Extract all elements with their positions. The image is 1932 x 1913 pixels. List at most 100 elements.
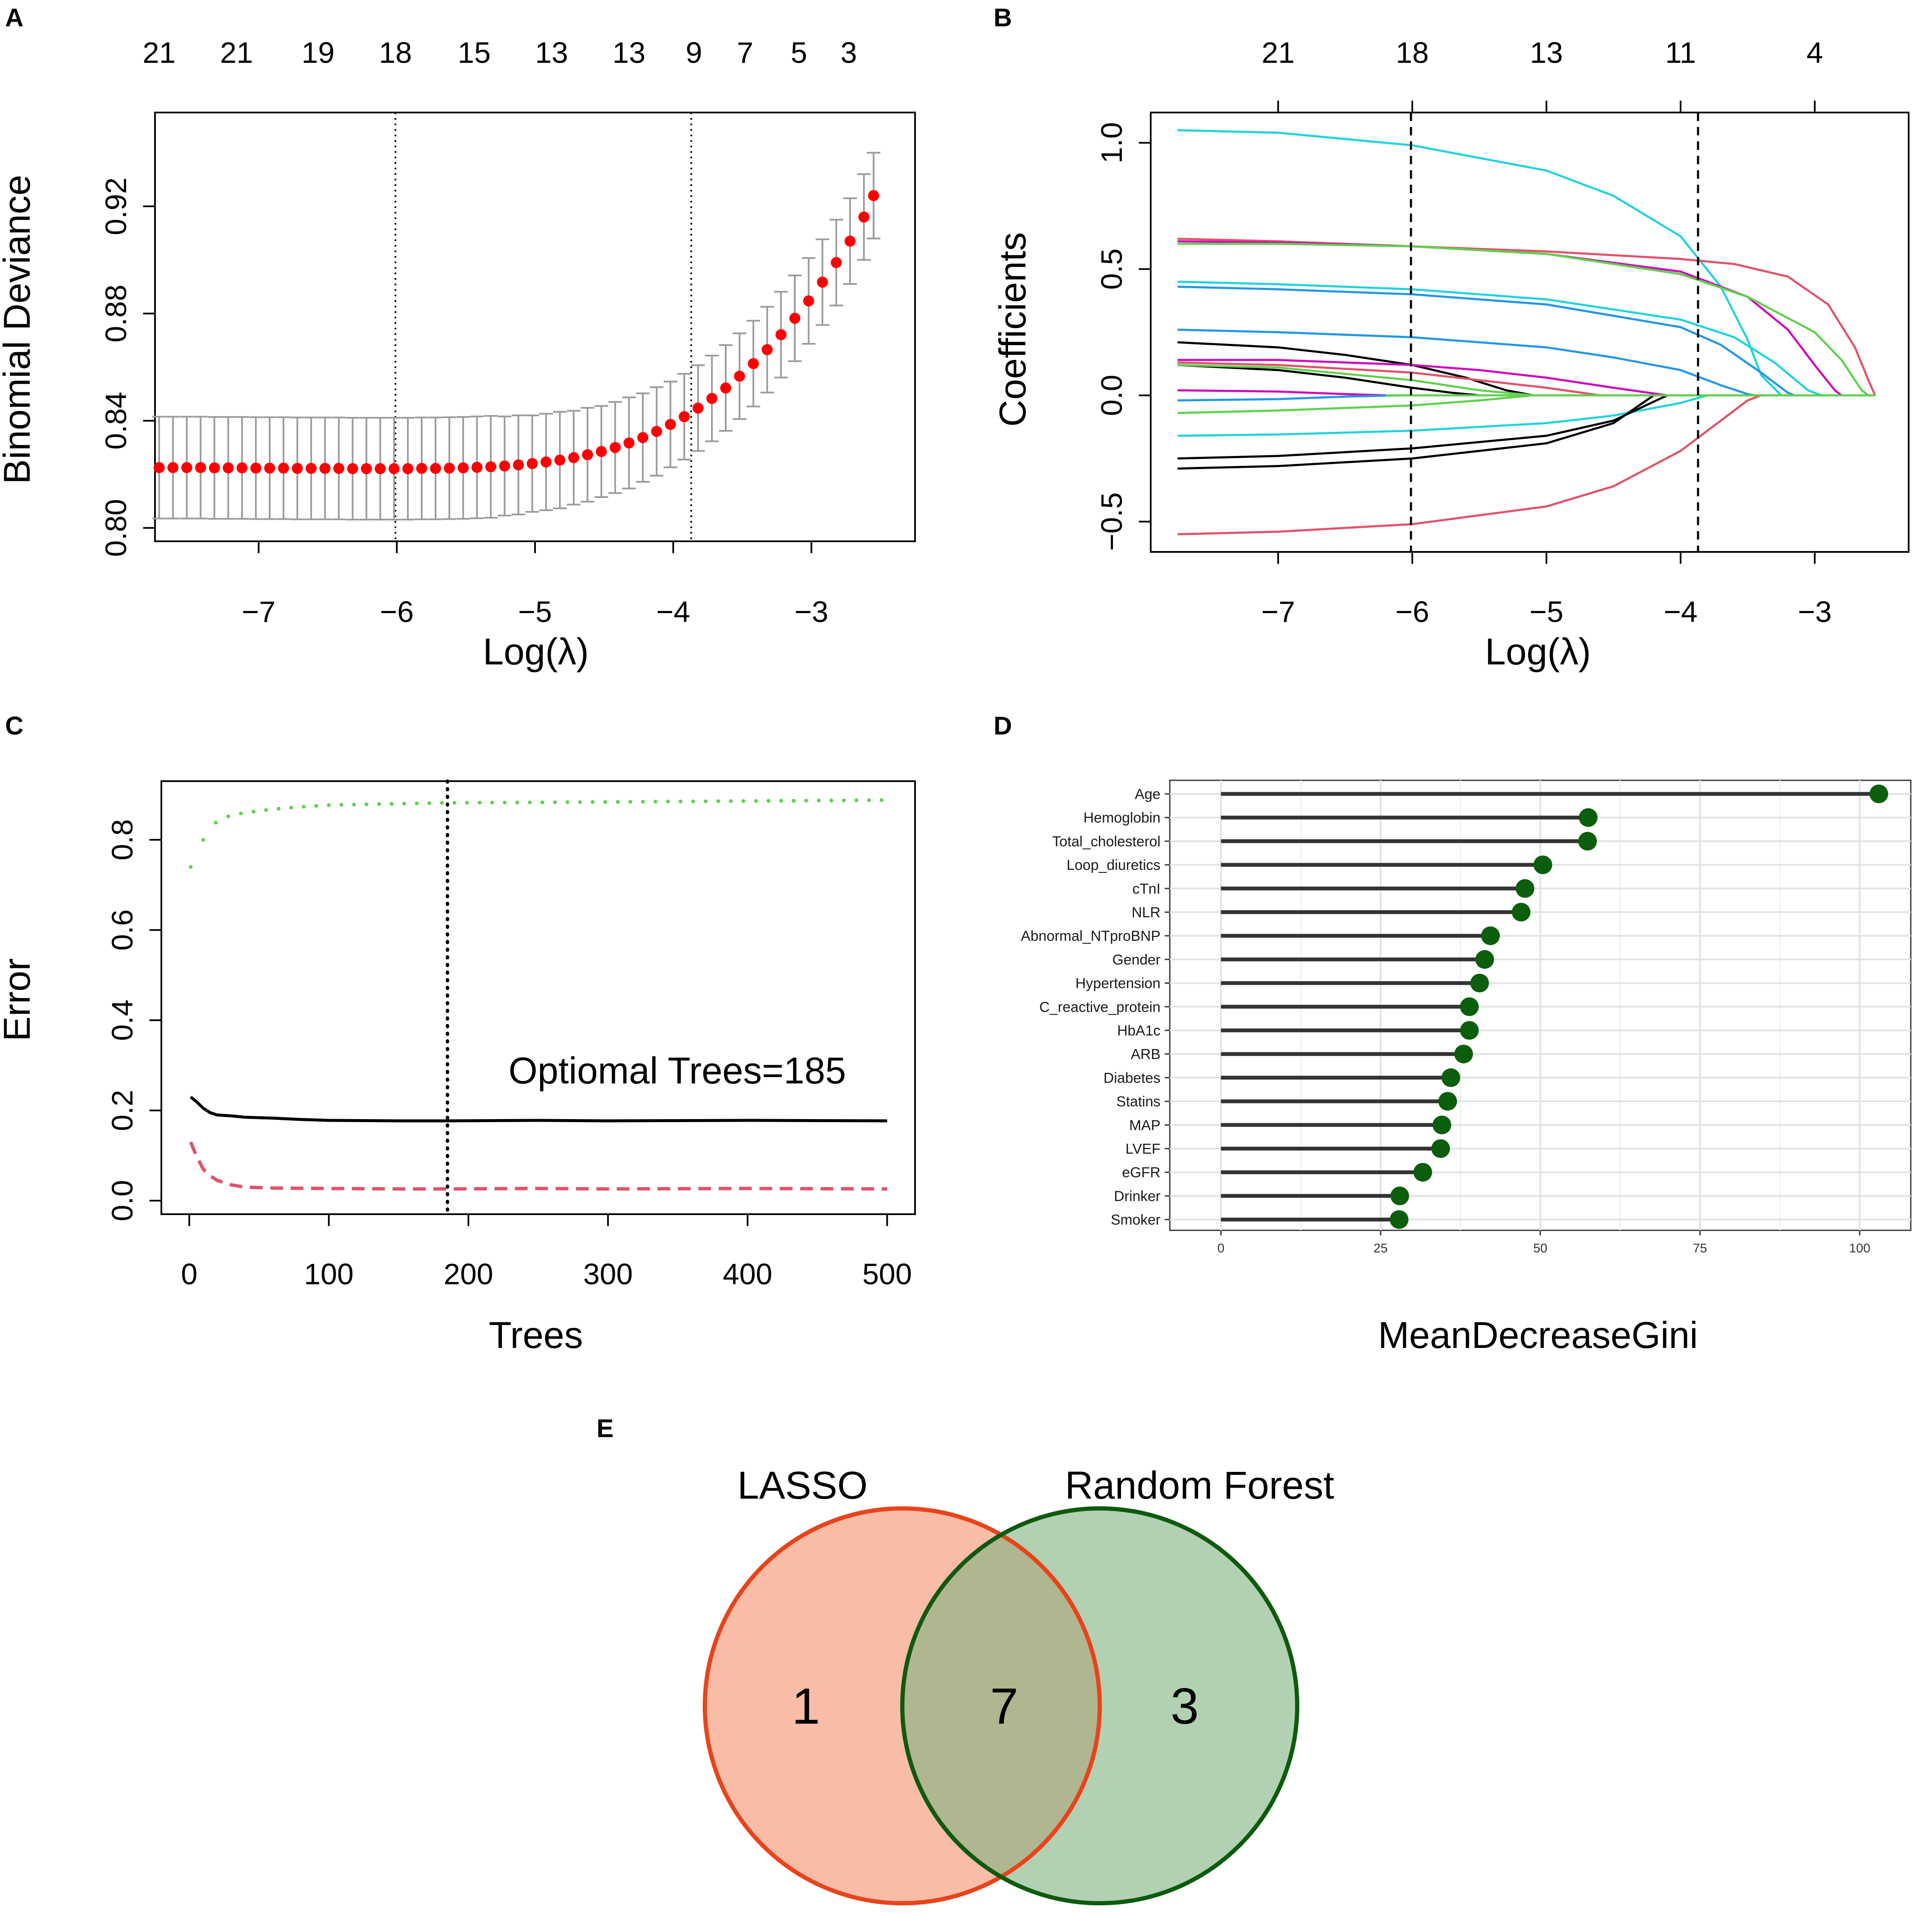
panel-a-x-tick-label: −4 bbox=[656, 595, 690, 628]
panel-d-importance-point bbox=[1512, 903, 1531, 922]
panel-c-error-vs-trees: Trees Error Optiomal Trees=185 0 100 200 30… bbox=[0, 779, 916, 1356]
venn-count-lasso-only: 1 bbox=[792, 1678, 820, 1735]
panel-a-deviance-point bbox=[181, 462, 192, 473]
panel-a-x-tick-label: −5 bbox=[518, 595, 552, 628]
panel-c-error-dot-class-1 bbox=[389, 802, 394, 806]
panel-a-top-count-label: 15 bbox=[458, 36, 491, 69]
panel-b-coefficient-path bbox=[1177, 359, 1667, 397]
venn-label-lasso: LASSO bbox=[738, 1464, 868, 1507]
panel-a-deviance-point bbox=[222, 462, 234, 474]
panel-b-coefficient-path bbox=[1177, 389, 1386, 397]
panel-a-deviance-point bbox=[347, 463, 358, 474]
panel-c-error-dot-class-1 bbox=[591, 800, 595, 804]
panel-a-deviance-point bbox=[803, 295, 814, 307]
panel-d-variable-label: Diabetes bbox=[1104, 1070, 1160, 1086]
panel-a-deviance-point bbox=[402, 463, 414, 474]
panel-c-y-tick-label: 0.6 bbox=[106, 909, 139, 951]
panel-a-deviance-point bbox=[541, 456, 552, 468]
panel-c-error-dot-class-1 bbox=[314, 804, 318, 808]
panel-d-variable-label: ARB bbox=[1131, 1047, 1160, 1063]
panel-d-variable-label: MAP bbox=[1129, 1117, 1160, 1134]
panel-a-top-count-label: 7 bbox=[737, 36, 753, 69]
panel-b-coefficient-path bbox=[1177, 129, 1782, 396]
panel-a-deviance-point bbox=[305, 463, 317, 474]
panel-c-error-dot-class-1 bbox=[741, 799, 746, 803]
panel-c-error-dot-class-1 bbox=[666, 799, 670, 804]
panel-b-plot-frame bbox=[1150, 112, 1909, 553]
panel-a-deviance-point bbox=[637, 432, 648, 443]
panel-d-importance-point bbox=[1579, 808, 1598, 827]
panel-d-importance-point bbox=[1481, 926, 1500, 945]
panel-a-deviance-point bbox=[375, 463, 386, 474]
panel-a-deviance-point bbox=[693, 402, 704, 414]
panel-a-top-count-label: 21 bbox=[220, 36, 253, 69]
panel-a-deviance-point bbox=[360, 463, 372, 474]
panel-a-deviance-point bbox=[430, 463, 441, 474]
panel-c-annotation: Optiomal Trees=185 bbox=[509, 1049, 846, 1092]
panel-b-coefficient-path bbox=[1177, 364, 1480, 397]
panel-a-deviance-point bbox=[457, 462, 469, 474]
panel-d-variable-label: Total_cholesterol bbox=[1052, 833, 1160, 850]
panel-c-error-dot-class-1 bbox=[879, 798, 884, 802]
panel-c-error-dot-class-1 bbox=[415, 801, 419, 805]
panel-d-importance-point bbox=[1390, 1186, 1409, 1205]
panel-c-error-dot-class-1 bbox=[503, 800, 507, 805]
panel-a-deviance-point bbox=[153, 462, 165, 473]
panel-a-y-tick-label: 0.92 bbox=[99, 177, 132, 235]
panel-label-a: A bbox=[5, 3, 23, 32]
panel-b-y-tick-label: 0.0 bbox=[1095, 375, 1128, 416]
panel-a-deviance-point bbox=[554, 454, 566, 466]
panel-c-error-dot-class-1 bbox=[477, 801, 482, 805]
panel-c-error-dot-class-1 bbox=[804, 799, 808, 803]
panel-a-deviance-point bbox=[333, 463, 344, 474]
panel-b-y-axis-title: Coefficients bbox=[991, 232, 1034, 427]
panel-a-deviance-point bbox=[237, 462, 248, 474]
panel-a-deviance-point bbox=[582, 449, 593, 461]
panel-c-error-dot-class-1 bbox=[716, 799, 721, 803]
panel-b-coefficient-path bbox=[1177, 285, 1795, 397]
panel-c-error-dot-class-1 bbox=[264, 808, 268, 812]
panel-a-deviance-point bbox=[609, 442, 621, 453]
panel-d-variable-label: Hemoglobin bbox=[1084, 810, 1160, 826]
panel-d-variable-label: eGFR bbox=[1122, 1165, 1160, 1181]
panel-c-error-dot-class-1 bbox=[817, 799, 821, 803]
panel-b-coefficient-path bbox=[1177, 364, 1533, 397]
panel-b-x-tick-label: −7 bbox=[1261, 595, 1295, 628]
panel-c-y-tick-label: 0.2 bbox=[106, 1090, 139, 1131]
venn-circle-random-forest-outline bbox=[900, 1506, 1299, 1905]
panel-d-x-tick-label: 0 bbox=[1217, 1241, 1225, 1255]
panel-a-deviance-point bbox=[167, 462, 179, 473]
panel-c-error-dot-class-1 bbox=[327, 803, 331, 807]
panel-a-deviance-point bbox=[817, 276, 828, 288]
panel-b-top-count-label: 13 bbox=[1530, 36, 1563, 69]
panel-b-x-tick-label: −6 bbox=[1395, 595, 1429, 628]
panel-b-coefficient-path bbox=[1177, 329, 1755, 397]
panel-b-coefficient-paths: Log(λ) Coefficients −7 −6 −5 −4 −3 −0.5 0.0 0.5… bbox=[991, 36, 1909, 672]
panel-d-variable-label: cTnI bbox=[1132, 881, 1160, 897]
panel-d-importance-point bbox=[1869, 785, 1888, 803]
panel-d-importance-point bbox=[1438, 1092, 1457, 1111]
panel-d-importance-point bbox=[1578, 832, 1597, 851]
panel-c-error-dot-class-1 bbox=[251, 810, 256, 814]
panel-c-error-dot-class-1 bbox=[691, 799, 695, 804]
panel-c-error-dot-class-1 bbox=[402, 802, 406, 806]
panel-c-error-dot-class-1 bbox=[628, 800, 632, 804]
panel-a-deviance-point bbox=[868, 190, 879, 201]
venn-count-random-forest-only: 3 bbox=[1171, 1678, 1199, 1735]
panel-d-importance-point bbox=[1431, 1139, 1450, 1158]
panel-b-x-tick-label: −5 bbox=[1529, 595, 1563, 628]
panel-c-x-tick-label: 500 bbox=[862, 1258, 912, 1291]
panel-b-y-tick-label: 0.5 bbox=[1095, 248, 1128, 290]
panel-a-y-tick-label: 0.80 bbox=[99, 499, 132, 557]
panel-a-deviance-point bbox=[568, 452, 580, 464]
panel-d-importance-point bbox=[1460, 1021, 1479, 1040]
panel-b-top-count-label: 4 bbox=[1806, 36, 1823, 69]
panel-d-importance-point bbox=[1533, 855, 1552, 875]
panel-c-plot-frame bbox=[161, 780, 916, 1215]
panel-d-x-tick-label: 75 bbox=[1693, 1241, 1707, 1255]
panel-a-deviance-point bbox=[319, 463, 331, 474]
panel-d-importance-point bbox=[1432, 1115, 1451, 1134]
panel-c-error-dot-class-1 bbox=[641, 799, 645, 804]
panel-a-deviance-point bbox=[499, 460, 510, 472]
panel-c-y-axis-title: Error bbox=[0, 958, 38, 1041]
